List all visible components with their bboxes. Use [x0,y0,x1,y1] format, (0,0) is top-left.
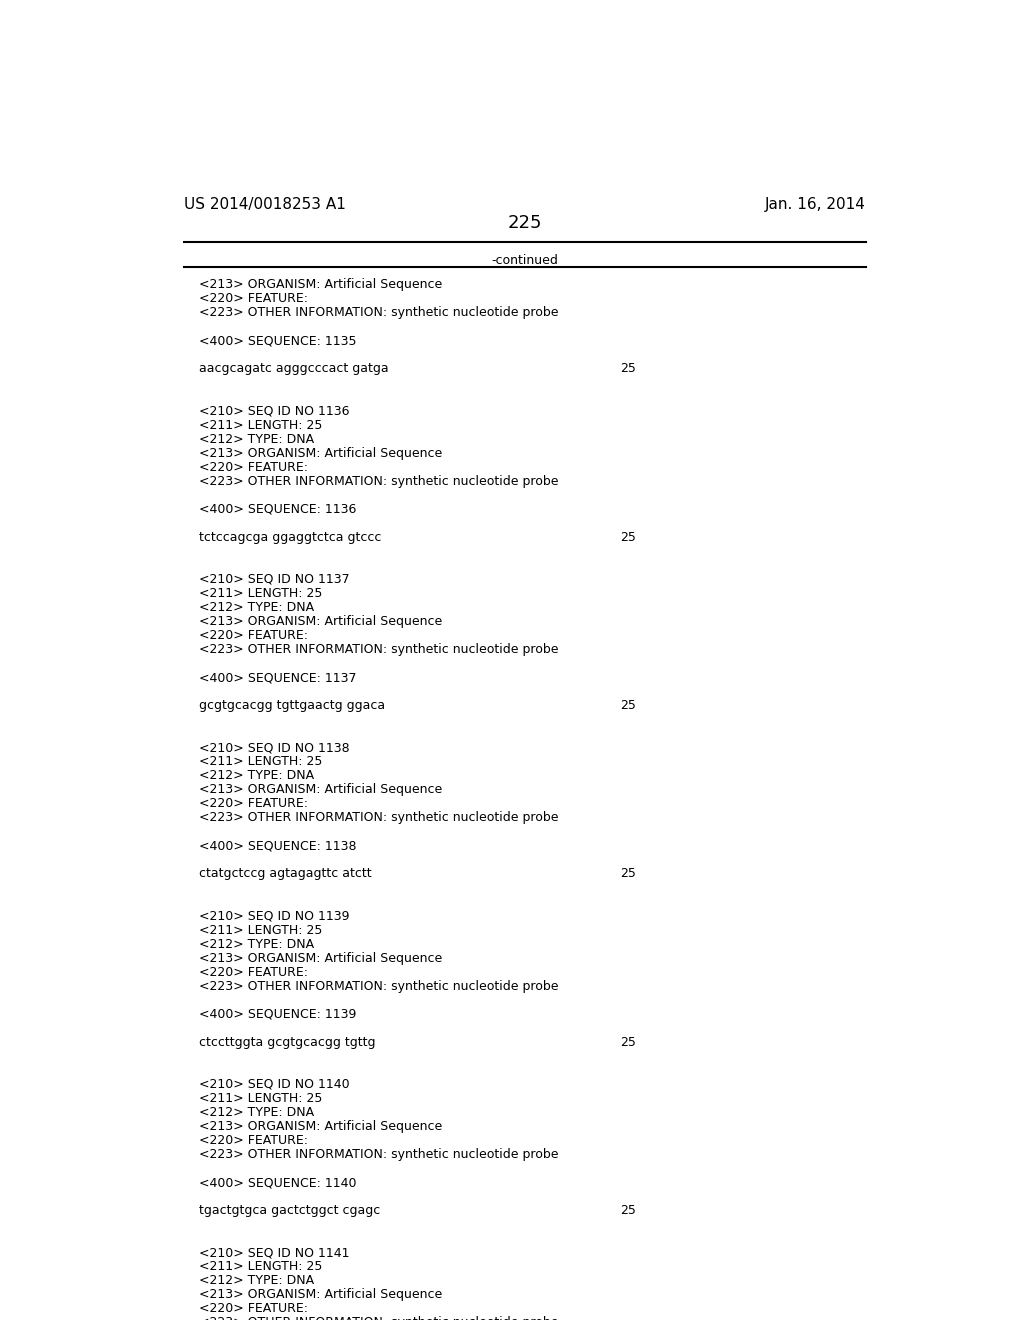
Text: <210> SEQ ID NO 1139: <210> SEQ ID NO 1139 [200,909,350,923]
Text: <212> TYPE: DNA: <212> TYPE: DNA [200,770,314,783]
Text: <220> FEATURE:: <220> FEATURE: [200,630,308,642]
Text: <213> ORGANISM: Artificial Sequence: <213> ORGANISM: Artificial Sequence [200,279,442,292]
Text: US 2014/0018253 A1: US 2014/0018253 A1 [183,197,345,213]
Text: 25: 25 [620,1036,636,1049]
Text: <213> ORGANISM: Artificial Sequence: <213> ORGANISM: Artificial Sequence [200,446,442,459]
Text: 25: 25 [620,531,636,544]
Text: <211> LENGTH: 25: <211> LENGTH: 25 [200,924,323,937]
Text: <213> ORGANISM: Artificial Sequence: <213> ORGANISM: Artificial Sequence [200,783,442,796]
Text: <400> SEQUENCE: 1138: <400> SEQUENCE: 1138 [200,840,357,853]
Text: ctatgctccg agtagagttc atctt: ctatgctccg agtagagttc atctt [200,867,372,880]
Text: <210> SEQ ID NO 1141: <210> SEQ ID NO 1141 [200,1246,350,1259]
Text: <220> FEATURE:: <220> FEATURE: [200,1303,308,1315]
Text: 25: 25 [620,363,636,375]
Text: <213> ORGANISM: Artificial Sequence: <213> ORGANISM: Artificial Sequence [200,1119,442,1133]
Text: 25: 25 [620,867,636,880]
Text: <223> OTHER INFORMATION: synthetic nucleotide probe: <223> OTHER INFORMATION: synthetic nucle… [200,1316,559,1320]
Text: Jan. 16, 2014: Jan. 16, 2014 [765,197,866,213]
Text: <211> LENGTH: 25: <211> LENGTH: 25 [200,1261,323,1274]
Text: <223> OTHER INFORMATION: synthetic nucleotide probe: <223> OTHER INFORMATION: synthetic nucle… [200,475,559,487]
Text: 25: 25 [620,1204,636,1217]
Text: <223> OTHER INFORMATION: synthetic nucleotide probe: <223> OTHER INFORMATION: synthetic nucle… [200,812,559,824]
Text: <400> SEQUENCE: 1139: <400> SEQUENCE: 1139 [200,1007,356,1020]
Text: <220> FEATURE:: <220> FEATURE: [200,461,308,474]
Text: <213> ORGANISM: Artificial Sequence: <213> ORGANISM: Artificial Sequence [200,615,442,628]
Text: <213> ORGANISM: Artificial Sequence: <213> ORGANISM: Artificial Sequence [200,1288,442,1302]
Text: <400> SEQUENCE: 1140: <400> SEQUENCE: 1140 [200,1176,357,1189]
Text: ctccttggta gcgtgcacgg tgttg: ctccttggta gcgtgcacgg tgttg [200,1036,376,1049]
Text: <400> SEQUENCE: 1137: <400> SEQUENCE: 1137 [200,671,357,684]
Text: aacgcagatc agggcccact gatga: aacgcagatc agggcccact gatga [200,363,389,375]
Text: <211> LENGTH: 25: <211> LENGTH: 25 [200,755,323,768]
Text: <211> LENGTH: 25: <211> LENGTH: 25 [200,1092,323,1105]
Text: <211> LENGTH: 25: <211> LENGTH: 25 [200,418,323,432]
Text: <220> FEATURE:: <220> FEATURE: [200,797,308,810]
Text: <213> ORGANISM: Artificial Sequence: <213> ORGANISM: Artificial Sequence [200,952,442,965]
Text: <210> SEQ ID NO 1140: <210> SEQ ID NO 1140 [200,1078,350,1090]
Text: <223> OTHER INFORMATION: synthetic nucleotide probe: <223> OTHER INFORMATION: synthetic nucle… [200,643,559,656]
Text: <220> FEATURE:: <220> FEATURE: [200,966,308,978]
Text: 25: 25 [620,700,636,711]
Text: <220> FEATURE:: <220> FEATURE: [200,292,308,305]
Text: <400> SEQUENCE: 1135: <400> SEQUENCE: 1135 [200,334,357,347]
Text: <212> TYPE: DNA: <212> TYPE: DNA [200,937,314,950]
Text: <210> SEQ ID NO 1137: <210> SEQ ID NO 1137 [200,573,350,586]
Text: 225: 225 [508,214,542,232]
Text: <210> SEQ ID NO 1136: <210> SEQ ID NO 1136 [200,404,350,417]
Text: <210> SEQ ID NO 1138: <210> SEQ ID NO 1138 [200,742,350,754]
Text: <212> TYPE: DNA: <212> TYPE: DNA [200,601,314,614]
Text: <223> OTHER INFORMATION: synthetic nucleotide probe: <223> OTHER INFORMATION: synthetic nucle… [200,1148,559,1162]
Text: <223> OTHER INFORMATION: synthetic nucleotide probe: <223> OTHER INFORMATION: synthetic nucle… [200,306,559,319]
Text: tctccagcga ggaggtctca gtccc: tctccagcga ggaggtctca gtccc [200,531,382,544]
Text: <220> FEATURE:: <220> FEATURE: [200,1134,308,1147]
Text: tgactgtgca gactctggct cgagc: tgactgtgca gactctggct cgagc [200,1204,381,1217]
Text: <223> OTHER INFORMATION: synthetic nucleotide probe: <223> OTHER INFORMATION: synthetic nucle… [200,979,559,993]
Text: <212> TYPE: DNA: <212> TYPE: DNA [200,1274,314,1287]
Text: -continued: -continued [492,253,558,267]
Text: <212> TYPE: DNA: <212> TYPE: DNA [200,1106,314,1119]
Text: <212> TYPE: DNA: <212> TYPE: DNA [200,433,314,446]
Text: <400> SEQUENCE: 1136: <400> SEQUENCE: 1136 [200,503,356,516]
Text: <211> LENGTH: 25: <211> LENGTH: 25 [200,587,323,599]
Text: gcgtgcacgg tgttgaactg ggaca: gcgtgcacgg tgttgaactg ggaca [200,700,386,711]
